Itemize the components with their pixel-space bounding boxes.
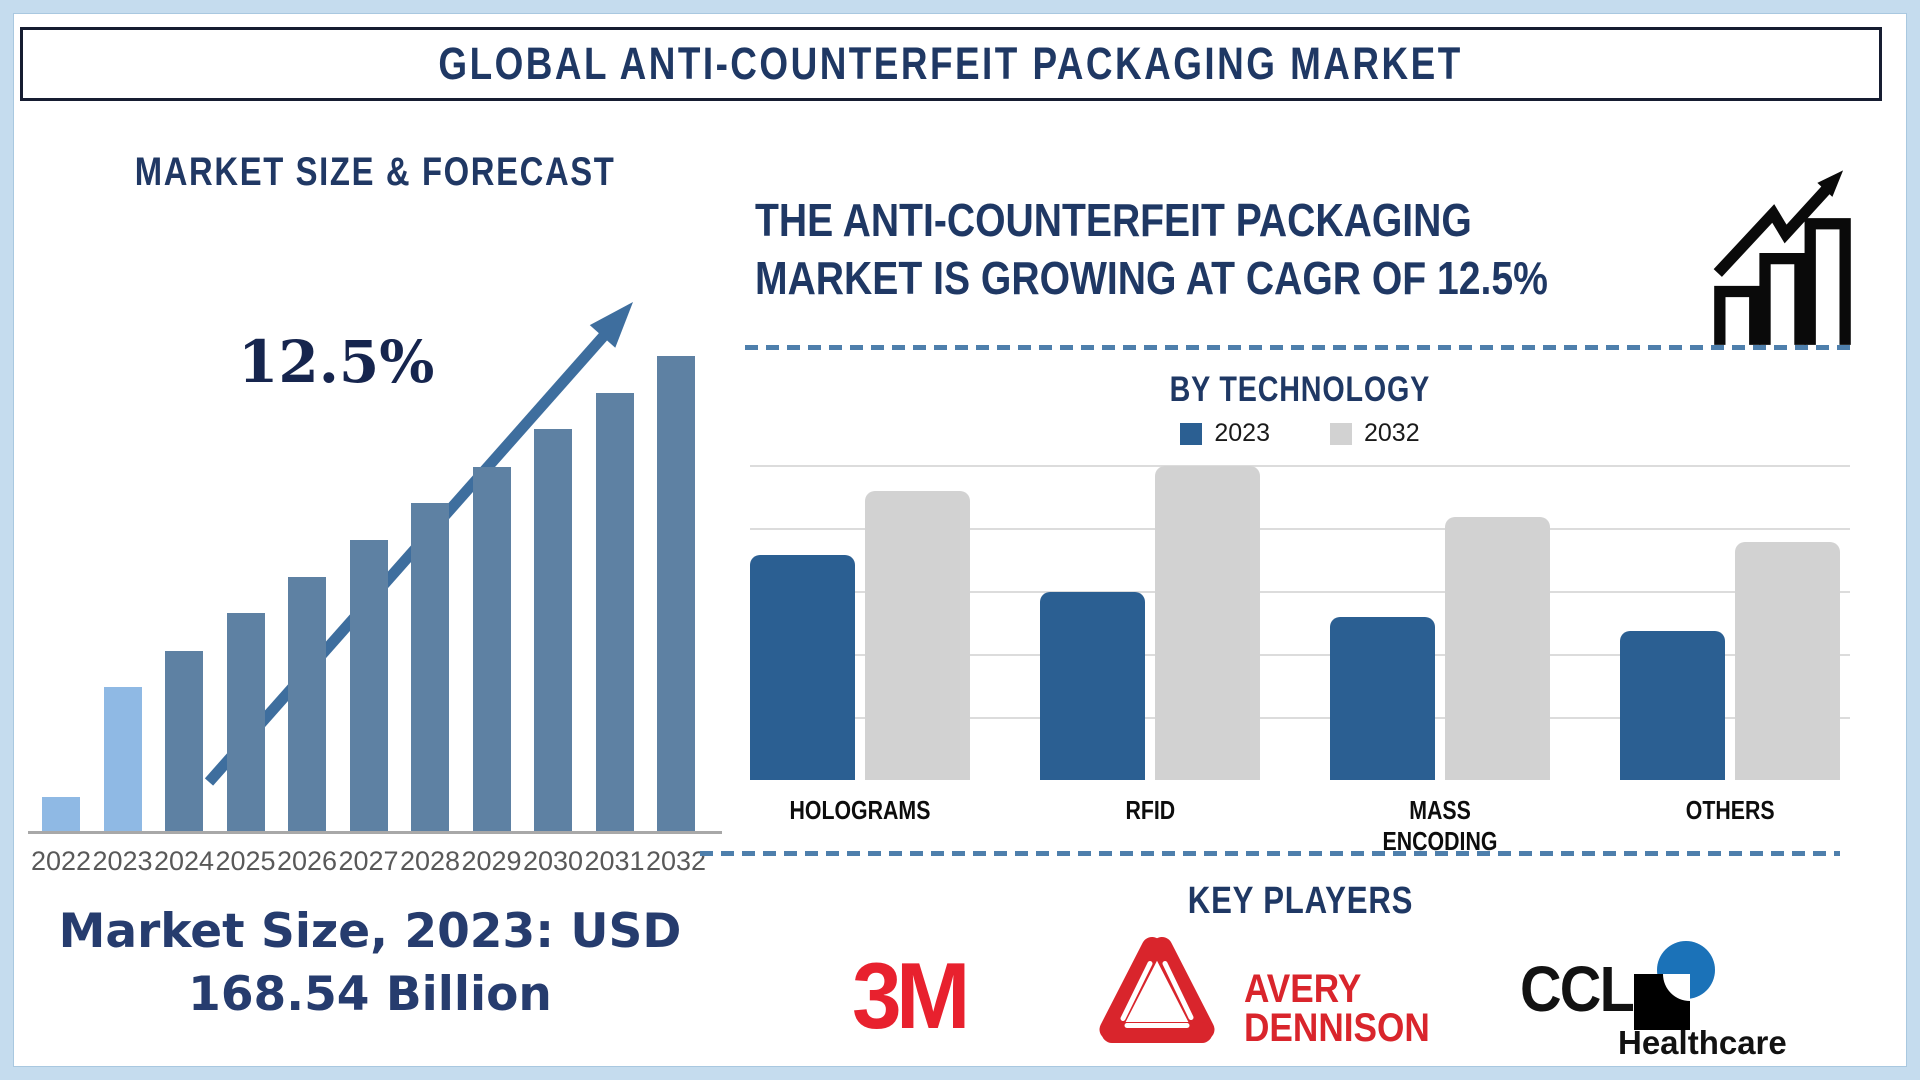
tech-bar-mass-encoding-2023 (1330, 617, 1435, 780)
legend-label-2023: 2023 (1214, 419, 1270, 447)
key-players-title-wrap: KEY PLAYERS (750, 880, 1850, 923)
page-title: GLOBAL ANTI-COUNTERFEIT PACKAGING MARKET (438, 38, 1464, 89)
gridline (750, 591, 1850, 593)
avery-line1: AVERY (1244, 967, 1362, 1011)
avery-dennison-wordmark: AVERY DENNISON (1244, 928, 1430, 1048)
trend-arrow-icon (204, 302, 633, 786)
tech-bar-holograms-2032 (865, 491, 970, 780)
ccl-healthcare-label: Healthcare (1618, 1024, 1787, 1061)
market-size-bar-2023 (103, 687, 142, 833)
title-banner: GLOBAL ANTI-COUNTERFEIT PACKAGING MARKET (20, 27, 1882, 101)
year-label-2028: 2028 (399, 846, 461, 876)
bar-growth-icon (1713, 170, 1851, 345)
cagr-headline-line1: THE ANTI-COUNTERFEIT PACKAGING (755, 194, 1472, 246)
market-size-bar-2032 (657, 356, 695, 833)
logo-3m: 3M (852, 943, 970, 1048)
dashed-divider-top (745, 345, 1855, 350)
cagr-headline-line2: MARKET IS GROWING AT CAGR OF 12.5% (755, 251, 1548, 304)
market-size-bar-2024 (165, 651, 203, 833)
x-axis-line (28, 831, 722, 834)
market-size-heading-wrap: MARKET SIZE & FORECAST (5, 150, 745, 195)
tech-bar-others-2023 (1620, 631, 1725, 780)
tech-title-wrap: BY TECHNOLOGY (750, 370, 1850, 410)
tech-chart-title: BY TECHNOLOGY (1169, 370, 1431, 409)
market-size-note: Market Size, 2023: USD 168.54 Billion (28, 900, 712, 1027)
market-size-bar-2022 (42, 797, 80, 833)
tech-category-label-mass-encoding: MASS ENCODING (1382, 795, 1498, 856)
year-label-2024: 2024 (153, 846, 215, 876)
tech-legend: 2023 2032 (750, 419, 1850, 448)
gridline (750, 528, 1850, 530)
logo-avery-dennison: AVERY DENNISON (1090, 928, 1455, 1056)
tech-bar-rfid-2032 (1155, 466, 1260, 780)
legend-item-2023: 2023 (1180, 419, 1270, 448)
tech-bar-rfid-2023 (1040, 592, 1145, 780)
legend-label-2032: 2032 (1364, 419, 1420, 447)
year-label-2027: 2027 (338, 846, 399, 876)
avery-triangle-icon (1099, 937, 1215, 1043)
market-size-bar-2029 (472, 467, 511, 833)
tech-bar-mass-encoding-2032 (1445, 517, 1550, 780)
legend-swatch-2032 (1330, 422, 1352, 445)
key-players-title: KEY PLAYERS (1187, 880, 1413, 922)
tech-category-label-holograms: HOLOGRAMS (789, 795, 931, 825)
market-size-bar-2026 (288, 577, 326, 833)
year-labels: 2022 2023 2024 2025 2026 2027 2028 2029 2030 2031… (31, 846, 726, 886)
tech-bar-others-2032 (1735, 542, 1840, 780)
tech-chart (750, 465, 1850, 780)
market-size-note-line1: Market Size, 2023: USD (58, 904, 682, 959)
market-size-bar-2027 (349, 540, 388, 833)
year-label-2025: 2025 (215, 846, 276, 876)
cagr-label: 12.5% (238, 328, 435, 396)
logo-ccl-healthcare: CCL Healthcare (1520, 940, 1800, 1065)
market-size-heading: MARKET SIZE & FORECAST (134, 150, 616, 194)
market-size-chart (36, 290, 726, 833)
market-size-bar-2031 (595, 393, 634, 833)
ccl-mark-icon (1634, 941, 1715, 1030)
market-size-bar-2025 (226, 613, 265, 833)
tech-bar-holograms-2023 (750, 555, 855, 780)
year-label-2030: 2030 (522, 846, 584, 876)
market-size-bar-2028 (411, 503, 449, 833)
market-size-note-line2: 168.54 Billion (188, 967, 552, 1023)
year-label-2029: 2029 (461, 846, 522, 876)
dashed-divider-bottom (700, 851, 1840, 856)
avery-line2: DENNISON (1244, 1006, 1430, 1051)
year-label-2031: 2031 (584, 846, 645, 876)
tech-category-label-rfid: RFID (1125, 795, 1175, 825)
gridline (750, 465, 1850, 467)
year-label-2026: 2026 (276, 846, 338, 876)
ccl-wordmark: CCL (1520, 953, 1635, 1025)
year-label-2022: 2022 (30, 846, 92, 876)
gridline (750, 654, 1850, 656)
legend-item-2032: 2032 (1330, 419, 1420, 448)
year-label-2023: 2023 (92, 846, 153, 876)
tech-category-label-others: OTHERS (1685, 795, 1775, 825)
cagr-headline: THE ANTI-COUNTERFEIT PACKAGING MARKET IS… (755, 192, 1715, 308)
tech-category-labels: HOLOGRAMS RFID MASS ENCODING OTHERS (750, 795, 1850, 856)
market-size-bar-2030 (534, 429, 572, 833)
gridline (750, 717, 1850, 719)
year-label-2032: 2032 (645, 846, 707, 876)
legend-swatch-2023 (1180, 422, 1203, 445)
